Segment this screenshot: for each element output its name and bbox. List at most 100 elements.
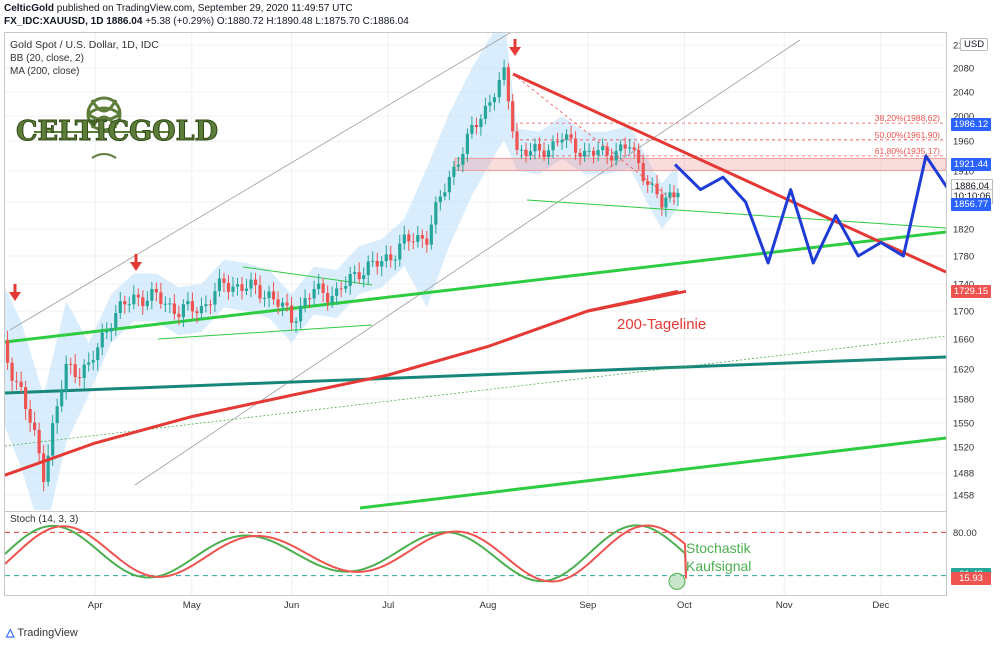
candle-body bbox=[573, 138, 578, 153]
candle-body bbox=[587, 150, 591, 152]
candle-body bbox=[249, 279, 253, 289]
candle-body bbox=[578, 152, 582, 157]
candle-body bbox=[429, 224, 433, 245]
candle-body bbox=[91, 360, 95, 363]
candle-body bbox=[632, 147, 636, 150]
candle-body bbox=[276, 299, 280, 307]
tradingview-logo-icon: △ bbox=[6, 627, 15, 639]
candle-body bbox=[330, 295, 334, 303]
candle-body bbox=[610, 155, 614, 161]
stoch-label-1: Stochastik bbox=[686, 540, 751, 556]
tradingview-brand: TradingView bbox=[17, 627, 78, 639]
y-tick-label: 1820 bbox=[953, 225, 974, 236]
celtic-knot-icon bbox=[34, 96, 174, 159]
candle-body bbox=[190, 301, 195, 312]
stoch-pane bbox=[5, 524, 946, 590]
candle-body bbox=[380, 261, 384, 267]
top-arrow-icon bbox=[130, 262, 142, 271]
candle-body bbox=[384, 254, 388, 262]
annotations bbox=[9, 39, 521, 301]
chart-title: Gold Spot / U.S. Dollar, 1D, IDC bbox=[10, 39, 159, 51]
candle-body bbox=[655, 183, 659, 195]
candle-body bbox=[78, 377, 82, 379]
candle-body bbox=[560, 139, 564, 143]
candle-body bbox=[479, 118, 483, 128]
candle-body bbox=[204, 304, 208, 307]
green-support-upper bbox=[5, 230, 946, 344]
candle-body bbox=[672, 192, 676, 198]
time-axis[interactable]: Apr May Jun Jul Aug Sep Oct Nov Dec bbox=[88, 600, 890, 611]
candle-body bbox=[5, 340, 10, 363]
x-tick-label: Jun bbox=[284, 600, 299, 611]
candle-body bbox=[42, 453, 46, 482]
candle-body bbox=[411, 241, 415, 243]
last-price: 1886.04 bbox=[106, 16, 143, 27]
published-text: published on TradingView.com, September … bbox=[54, 3, 353, 14]
candle-body bbox=[132, 294, 136, 305]
candle-body bbox=[524, 149, 528, 156]
candle-body bbox=[483, 105, 488, 119]
candle-body bbox=[569, 134, 573, 139]
candle-body bbox=[136, 294, 140, 298]
stoch-tag[interactable]: 15.93 bbox=[951, 572, 991, 586]
candle-body bbox=[465, 133, 469, 154]
candle-body bbox=[533, 143, 537, 152]
candle-body bbox=[82, 364, 86, 378]
candle-body bbox=[371, 260, 375, 262]
publisher-name[interactable]: CelticGold bbox=[4, 3, 55, 14]
candle-body bbox=[492, 97, 497, 103]
stoch-title[interactable]: Stoch (14, 3, 3) bbox=[10, 514, 79, 525]
candle-body bbox=[511, 101, 515, 132]
top-arrow-stem bbox=[13, 284, 17, 292]
candle-body bbox=[199, 306, 204, 314]
candle-body bbox=[64, 363, 68, 391]
candle-body bbox=[37, 429, 41, 454]
dotted-trendline bbox=[5, 335, 946, 447]
candle-body bbox=[159, 292, 163, 305]
channel-line-lower bbox=[134, 39, 801, 486]
candle-body bbox=[546, 150, 551, 158]
x-tick-label: Sep bbox=[579, 600, 596, 611]
candle-body bbox=[425, 238, 429, 245]
price-tag[interactable]: 1921.44 bbox=[951, 157, 991, 171]
price-tag[interactable]: 1729.15 bbox=[951, 284, 991, 298]
currency-badge[interactable]: USD bbox=[960, 38, 989, 51]
candle-body bbox=[46, 455, 50, 482]
candle-body bbox=[443, 192, 447, 197]
candle-body bbox=[601, 146, 605, 151]
candle-body bbox=[564, 134, 569, 140]
candle-body bbox=[637, 149, 641, 164]
candle-body bbox=[186, 301, 190, 305]
bb-legend[interactable]: BB (20, close, 2) bbox=[10, 53, 84, 64]
fib-label: 50,00%(1961,90) bbox=[875, 130, 940, 140]
candle-body bbox=[118, 301, 122, 314]
candle-body bbox=[172, 303, 176, 314]
candle-body bbox=[456, 164, 460, 167]
candle-body bbox=[154, 288, 158, 293]
price-tag[interactable]: 1986.12 bbox=[951, 118, 991, 132]
candle-body bbox=[407, 234, 411, 242]
candle-body bbox=[660, 194, 664, 208]
candle-body bbox=[321, 283, 325, 293]
candle-body bbox=[33, 422, 37, 430]
candle-body bbox=[244, 288, 249, 291]
candle-body bbox=[623, 144, 627, 149]
candle-body bbox=[123, 301, 127, 305]
candle-body bbox=[150, 288, 154, 301]
x-tick-label: Aug bbox=[480, 600, 497, 611]
candle-body bbox=[551, 141, 555, 151]
tradingview-footer[interactable]: △ TradingView bbox=[6, 626, 78, 639]
high-value: 1890.48 bbox=[276, 16, 313, 27]
candle-body bbox=[398, 243, 402, 260]
logo-text: CELTICGOLD bbox=[15, 116, 219, 148]
top-arrow-stem bbox=[134, 254, 138, 262]
candle-body bbox=[312, 289, 316, 299]
ma-legend[interactable]: MA (200, close) bbox=[10, 66, 80, 77]
buy-signal-marker bbox=[668, 572, 686, 590]
candle-body bbox=[271, 291, 276, 300]
candle-body bbox=[650, 183, 654, 185]
price-tag[interactable]: 1856.77 bbox=[951, 197, 991, 211]
low-value: 1875.70 bbox=[323, 16, 360, 27]
candle-body bbox=[515, 131, 519, 150]
